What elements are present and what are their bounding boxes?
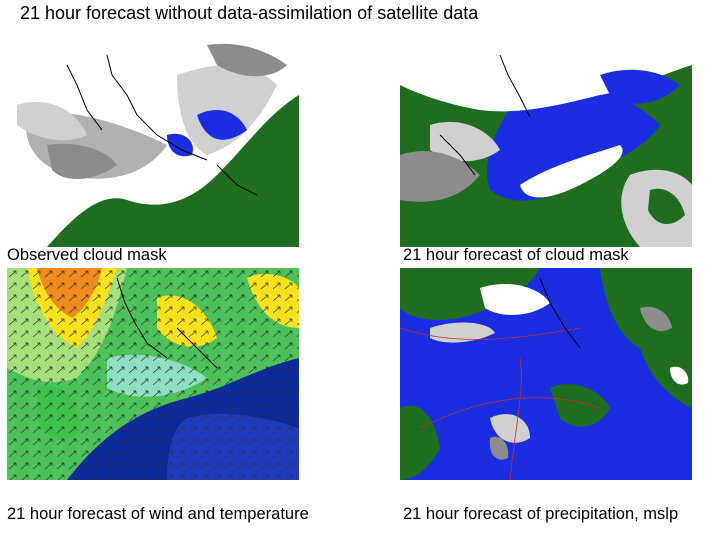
observed-cloud-mask-map xyxy=(7,35,299,247)
forecast-cloud-mask-map xyxy=(400,35,692,247)
forecast-wind-temperature-caption: 21 hour forecast of wind and temperature xyxy=(7,505,309,523)
forecast-cloud-mask-caption: 21 hour forecast of cloud mask xyxy=(403,246,629,264)
forecast-wind-temperature-map xyxy=(7,268,299,480)
forecast-precipitation-mslp-map xyxy=(400,268,692,480)
forecast-precipitation-mslp-caption: 21 hour forecast of precipitation, mslp xyxy=(403,505,679,523)
page-title: 21 hour forecast without data-assimilati… xyxy=(20,3,479,23)
observed-cloud-mask-caption: Observed cloud mask xyxy=(7,246,167,264)
